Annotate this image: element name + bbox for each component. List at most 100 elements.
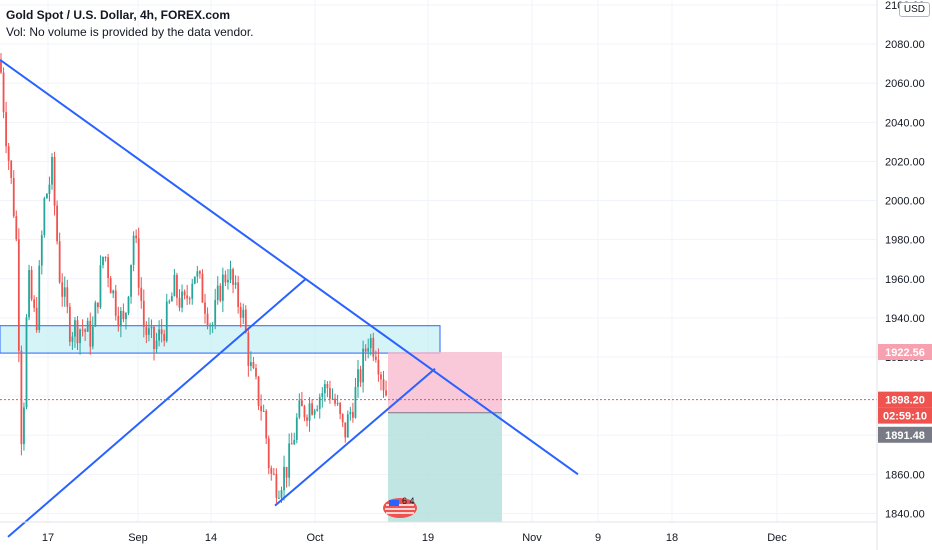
candle-body: [38, 265, 41, 331]
candle-body: [99, 265, 102, 308]
drawings-foreground: [0, 58, 579, 538]
candle-body: [334, 398, 336, 404]
candle-body: [117, 315, 120, 327]
candle-body: [40, 235, 43, 266]
candle-body: [359, 369, 362, 383]
candle-body: [48, 184, 51, 194]
candle-body: [145, 327, 148, 335]
candle-body: [135, 235, 138, 239]
y-tick-label: 1940.00: [885, 313, 925, 325]
chart-title: Gold Spot / U.S. Dollar, 4h, FOREX.com: [6, 8, 231, 22]
candle-body: [76, 320, 79, 344]
candle-body: [7, 146, 10, 161]
candle-body: [91, 326, 94, 347]
candle-body: [35, 307, 38, 331]
y-tick-label: 1840.00: [885, 508, 925, 520]
candle-body: [199, 271, 201, 274]
us-flag-event-icon[interactable]: [380, 494, 420, 522]
candle-body: [181, 291, 183, 308]
entry-price-label-bg: [878, 426, 932, 443]
last-price-label: 1898.20: [885, 395, 925, 407]
currency-button[interactable]: USD: [898, 2, 930, 17]
candle-body: [214, 299, 217, 325]
candle-body: [369, 337, 372, 349]
countdown-label-bg: [878, 407, 932, 424]
candle-body: [142, 300, 145, 328]
candle-body: [20, 350, 23, 445]
candle-body: [71, 336, 74, 342]
candle-body: [97, 302, 99, 308]
candle-body: [346, 414, 349, 438]
candle-body: [68, 306, 71, 342]
last-price-label-bg: [878, 391, 932, 408]
candle-body: [0, 59, 2, 73]
candle-body: [12, 178, 15, 217]
candle-body: [357, 369, 359, 387]
candle-body: [290, 443, 293, 445]
candles: [0, 53, 387, 504]
candle-body: [341, 413, 344, 423]
entry-price-label: 1891.48: [885, 430, 925, 442]
x-tick-label: Sep: [128, 532, 148, 544]
candle-body: [367, 348, 370, 352]
candle-body: [234, 282, 237, 285]
candle-body: [385, 390, 387, 396]
candle-body: [382, 379, 385, 391]
x-tick-label: 17: [42, 532, 54, 544]
candle-body: [316, 409, 319, 411]
candle-body: [349, 412, 352, 415]
candle-body: [86, 320, 89, 332]
candle-body: [278, 497, 280, 499]
candle-body: [255, 368, 257, 377]
candle-body: [374, 356, 377, 360]
chart-grid: [0, 0, 877, 522]
candle-body: [250, 362, 252, 366]
candle-body: [247, 332, 250, 366]
candle-body: [10, 160, 13, 179]
candle-body: [153, 326, 155, 350]
candle-body: [354, 386, 357, 418]
candle-body: [74, 320, 76, 337]
ascending-trendline: [274, 367, 436, 507]
stop-price-label: 1922.56: [885, 347, 925, 359]
candle-body: [306, 417, 308, 421]
candle-body: [298, 400, 301, 418]
candle-body: [352, 412, 354, 418]
x-tick-label: 14: [205, 532, 217, 544]
candle-body: [122, 310, 125, 320]
candle-body: [112, 290, 115, 294]
candle-body: [51, 156, 53, 185]
candle-body: [53, 156, 56, 206]
y-tick-label: 2000.00: [885, 196, 925, 208]
candle-body: [318, 397, 321, 410]
candle-body: [288, 443, 291, 478]
candle-body: [344, 422, 347, 438]
y-tick-label: 1980.00: [885, 235, 925, 247]
candle-body: [109, 277, 112, 294]
candle-body: [262, 410, 265, 412]
candle-body: [94, 302, 97, 327]
candle-body: [301, 400, 303, 407]
candle-body: [308, 403, 311, 421]
candle-body: [176, 274, 178, 298]
candle-body: [219, 285, 222, 301]
candle-body: [336, 402, 339, 404]
stop-price-label-bg: [878, 343, 932, 360]
candle-body: [81, 329, 84, 331]
candle-body: [364, 348, 367, 352]
candle-body: [293, 439, 296, 445]
ascending-trendline: [7, 278, 307, 538]
candle-body: [43, 198, 46, 236]
candle-body: [188, 298, 191, 300]
candle-body: [242, 309, 245, 318]
candle-body: [285, 466, 288, 478]
candle-body: [280, 490, 283, 498]
candle-body: [130, 264, 132, 297]
y-tick-label: 1960.00: [885, 274, 925, 286]
candle-body: [295, 417, 298, 440]
candle-body: [114, 290, 117, 316]
candle-body: [186, 295, 189, 299]
candle-body: [25, 317, 28, 408]
candle-body: [140, 287, 143, 301]
